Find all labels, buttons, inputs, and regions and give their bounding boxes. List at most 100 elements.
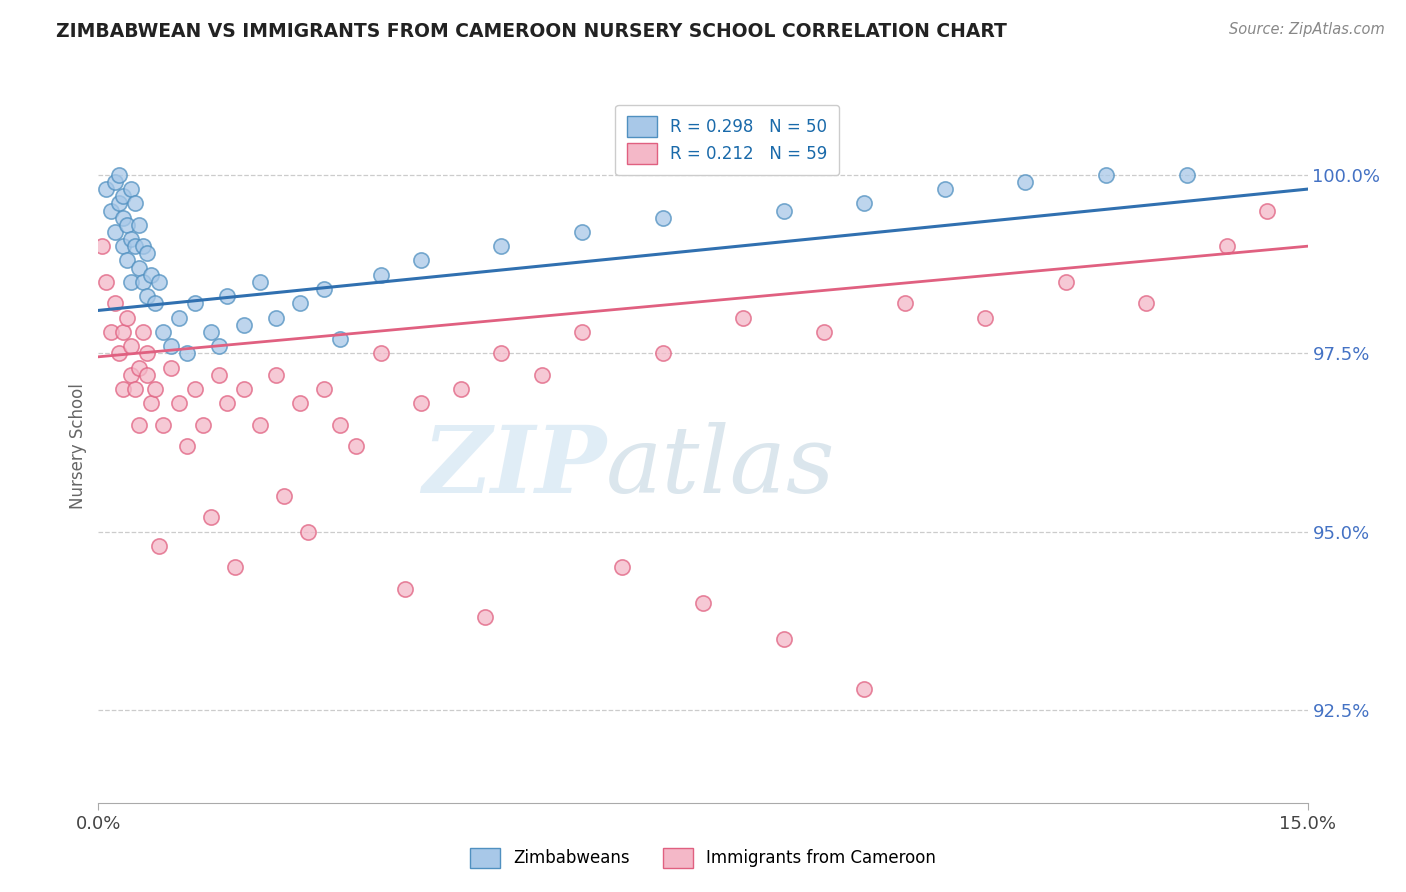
Point [115,310,138,325]
Point [132,239,155,253]
Point [128,360,150,375]
Legend: Zimbabweans, Immigrants from Cameroon: Zimbabweans, Immigrants from Cameroon [463,841,943,875]
Point [409,253,432,268]
Point [148,275,170,289]
Point [329,417,352,432]
Point [409,396,432,410]
Point [148,539,170,553]
Point [1175,168,1198,182]
Point [288,396,311,410]
Point [288,296,311,310]
Point [813,325,835,339]
Legend: R = 0.298   N = 50, R = 0.212   N = 59: R = 0.298 N = 50, R = 0.212 N = 59 [616,104,839,176]
Point [1256,203,1278,218]
Point [491,239,513,253]
Point [200,325,222,339]
Point [1095,168,1118,182]
Point [853,196,876,211]
Point [314,282,336,296]
Point [100,203,122,218]
Point [120,368,142,382]
Point [124,382,146,396]
Point [160,339,183,353]
Point [143,296,166,310]
Point [692,596,714,610]
Point [232,318,254,332]
Point [208,368,231,382]
Point [176,439,198,453]
Point [297,524,319,539]
Point [344,439,367,453]
Point [208,339,231,353]
Point [974,310,997,325]
Point [120,275,142,289]
Point [135,368,157,382]
Point [120,182,142,196]
Point [934,182,956,196]
Point [135,346,157,360]
Point [273,489,295,503]
Point [100,325,122,339]
Point [160,360,183,375]
Point [111,382,134,396]
Point [232,382,254,396]
Point [474,610,496,624]
Point [124,196,146,211]
Text: Source: ZipAtlas.com: Source: ZipAtlas.com [1229,22,1385,37]
Point [1014,175,1036,189]
Point [651,346,673,360]
Point [96,275,118,289]
Point [450,382,472,396]
Y-axis label: Nursery School: Nursery School [69,383,87,509]
Point [264,310,287,325]
Point [264,368,287,382]
Point [314,382,336,396]
Point [111,325,134,339]
Point [115,253,138,268]
Point [107,196,129,211]
Point [184,382,207,396]
Point [176,346,198,360]
Point [128,218,150,232]
Point [139,396,162,410]
Point [128,260,150,275]
Point [651,211,673,225]
Point [152,325,174,339]
Point [772,203,794,218]
Point [107,346,129,360]
Text: atlas: atlas [606,423,835,512]
Point [733,310,755,325]
Point [530,368,553,382]
Point [132,275,155,289]
Text: ZIMBABWEAN VS IMMIGRANTS FROM CAMEROON NURSERY SCHOOL CORRELATION CHART: ZIMBABWEAN VS IMMIGRANTS FROM CAMEROON N… [56,22,1007,41]
Point [853,681,876,696]
Point [370,346,392,360]
Point [111,189,134,203]
Point [772,632,794,646]
Point [224,560,246,574]
Point [128,417,150,432]
Point [491,346,513,360]
Point [1135,296,1157,310]
Point [329,332,352,346]
Point [200,510,222,524]
Point [132,325,155,339]
Point [143,382,166,396]
Point [135,289,157,303]
Point [571,325,593,339]
Point [249,275,271,289]
Point [111,211,134,225]
Point [370,268,392,282]
Point [91,239,114,253]
Point [135,246,157,260]
Point [394,582,416,596]
Point [139,268,162,282]
Point [103,296,125,310]
Point [612,560,634,574]
Point [193,417,215,432]
Point [107,168,129,182]
Point [152,417,174,432]
Point [111,239,134,253]
Point [115,218,138,232]
Point [217,396,239,410]
